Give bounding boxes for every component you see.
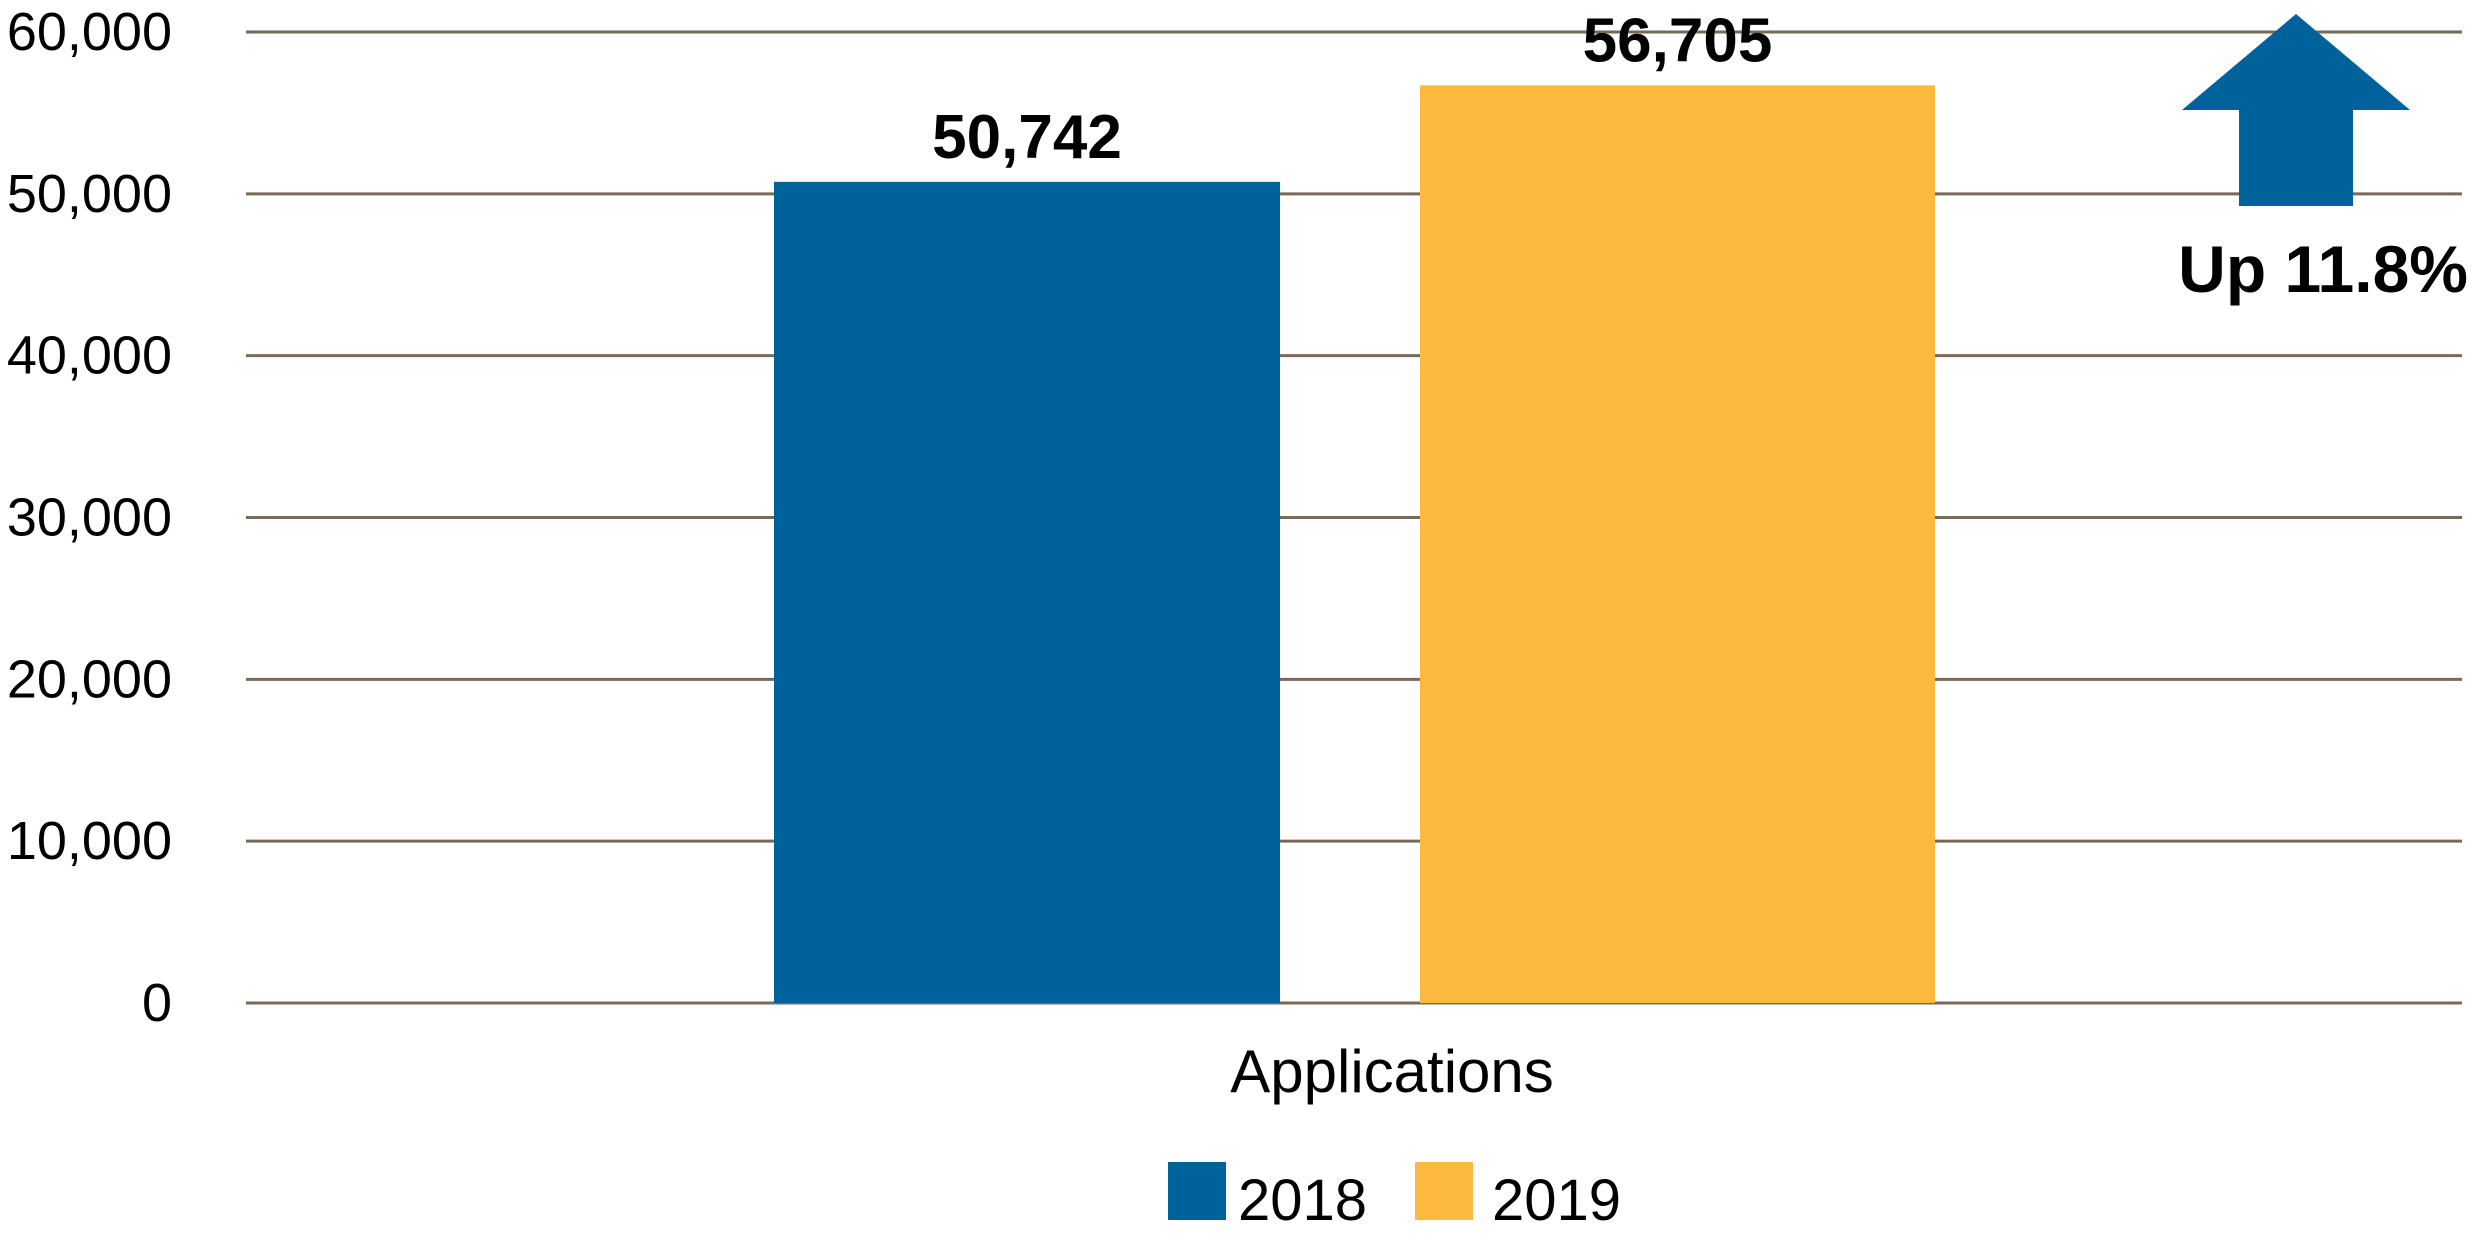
growth-callout: Up 11.8%	[2178, 14, 2468, 306]
legend-swatch-2019	[1415, 1162, 1473, 1220]
legend-label-2019: 2019	[1492, 1168, 1621, 1233]
y-tick-label: 10,000	[7, 811, 172, 871]
y-tick-label: 20,000	[7, 649, 172, 709]
bar-2018	[774, 181, 1280, 1003]
data-label-2019: 56,705	[1583, 6, 1773, 75]
y-tick-label: 40,000	[7, 326, 172, 386]
legend-swatch-2018	[1168, 1162, 1226, 1220]
growth-callout-text: Up 11.8%	[2178, 232, 2468, 306]
up-arrow-icon	[2182, 14, 2410, 206]
x-axis-category-labels: Applications	[1230, 1038, 1554, 1105]
y-tick-label: 50,000	[7, 164, 172, 224]
y-tick-label: 30,000	[7, 488, 172, 548]
bar-2019	[1420, 85, 1935, 1003]
y-tick-label: 0	[142, 973, 172, 1033]
data-labels: 50,742 56,705	[932, 6, 1772, 172]
data-label-2018: 50,742	[932, 103, 1122, 172]
x-category-label: Applications	[1230, 1038, 1554, 1105]
y-axis-tick-labels: 0 10,000 20,000 30,000 40,000 50,000 60,000	[7, 2, 172, 1033]
grid-lines	[246, 30, 2462, 1005]
legend-label-2018: 2018	[1238, 1168, 1367, 1233]
y-tick-label: 60,000	[7, 2, 172, 62]
bars	[774, 85, 1935, 1003]
legend: 2018 2019	[1168, 1162, 1621, 1233]
